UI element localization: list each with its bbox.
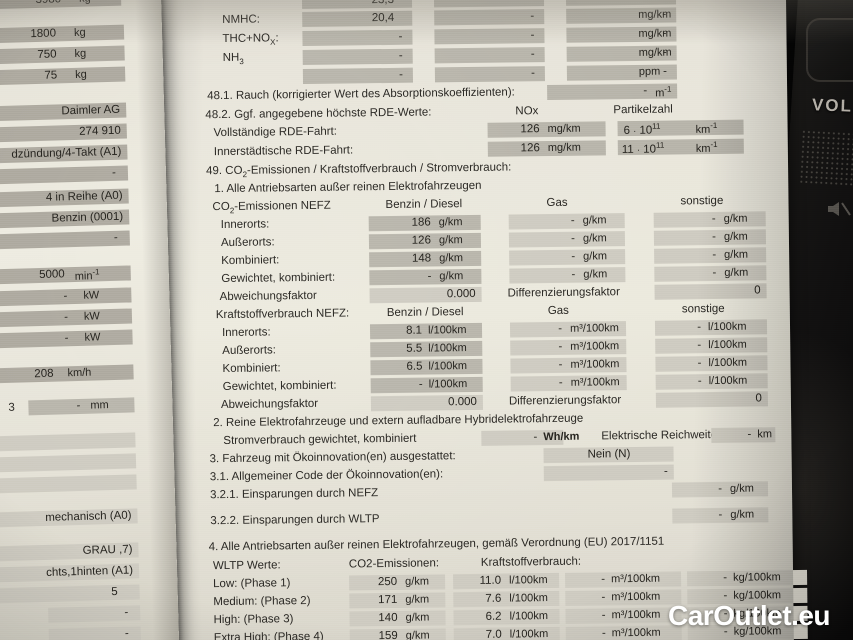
column-header-gas: Gas (547, 304, 569, 318)
row-label: Innerstädtische RDE-Fahrt: (213, 144, 354, 159)
section-48-2-label: 48.2. Ggf. angegebene höchste RDE-Werte: (205, 106, 432, 122)
nefz-verbrauch-row-label: Kraftstoffverbrauch NEFZ: (215, 307, 350, 322)
row-label: Gewichtet, kombiniert: (221, 271, 336, 286)
unit-label: m-1 (655, 84, 672, 100)
column-header-benzin-diesel: Benzin / Diesel (385, 198, 463, 212)
field-box (433, 0, 545, 8)
field-box (0, 432, 136, 452)
row-label: Vollständige RDE-Fahrt: (213, 125, 338, 140)
column-header-co2: CO2-Emissionen: (348, 557, 440, 571)
elektrische-reichweite-label: Elektrische Reichweite (601, 428, 718, 443)
column-header-sonstige: sonstige (680, 194, 724, 208)
particle-number-value: 11 · 1011 (621, 140, 665, 156)
section-49-sub322-label: 3.2.2. Einsparungen durch WLTP (210, 513, 380, 528)
column-header-sonstige: sonstige (681, 302, 725, 316)
field-box (565, 0, 677, 6)
wltp-row-label: WLTP Werte: (212, 559, 281, 573)
section-49-sub321-label: 3.2.1. Einsparungen durch NEFZ (209, 487, 379, 502)
row-label: Außerorts: (222, 344, 277, 358)
row-label: THC+NOX: (222, 32, 279, 47)
section-49-sub4: 4. Alle Antriebsarten außer reinen Elekt… (208, 535, 665, 554)
unit-label: km-1 (695, 139, 718, 155)
coc-left-page-body: 3980 kg 1800 kg 750 kg 75 kg Daimler AG … (0, 0, 180, 640)
row-label: High: (Phase 3) (213, 613, 294, 627)
row-label: Innerorts: (220, 218, 270, 232)
particle-number-value: 6 · 1011 (623, 121, 661, 137)
row-label: Innerorts: (221, 326, 271, 340)
unit-label: km-1 (695, 120, 718, 136)
row-label: 3 (8, 401, 16, 414)
column-header-partikelzahl: Partikelzahl (613, 103, 673, 117)
differenzierungsfaktor-label: Differenzierungsfaktor (507, 286, 620, 300)
section-49-sub1: 1. Alle Antriebsarten außer reinen Elekt… (214, 179, 482, 196)
row-label: NMHC: (222, 13, 261, 27)
row-label: Low: (Phase 1) (213, 577, 291, 591)
abweichungsfaktor-label: Abweichungsfaktor (219, 289, 317, 304)
row-label: NH3 (222, 51, 244, 67)
row-label: Kombiniert: (221, 254, 280, 268)
coc-document-body: 23,3 km NMHC: 20,4 - - mg/km THC+NOX: - … (146, 0, 808, 640)
row-label: Kombiniert: (222, 362, 281, 376)
row-label: Extra High: (Phase 4) (213, 630, 324, 640)
stromverbrauch-label: Stromverbrauch gewichtet, kombiniert (223, 432, 417, 448)
section-49-sub3-label: 3. Fahrzeug mit Ökoinnovation(en) ausges… (209, 450, 456, 466)
differenzierungsfaktor-label: Differenzierungsfaktor (508, 394, 622, 408)
document-sheet-left: 3980 kg 1800 kg 750 kg 75 kg Daimler AG … (0, 0, 180, 640)
row-label: Gewichtet, kombiniert: (222, 379, 337, 394)
row-label: Medium: (Phase 2) (213, 594, 311, 609)
section-49-title: 49. CO2-Emissionen / Kraftstoffverbrauch… (206, 161, 512, 180)
field-box (0, 453, 137, 473)
field-box (0, 474, 137, 494)
section-49-sub2: 2. Reine Elektrofahrzeuge und extern auf… (213, 412, 584, 430)
section-48-1-label: 48.1. Rauch (korrigierter Wert des Absor… (207, 86, 515, 103)
speaker-grille (798, 129, 853, 191)
unit-label: min-1 (74, 267, 100, 283)
nefz-co2-row-label: CO2-Emissionen NEFZ (212, 199, 331, 216)
volume-label: VOL (811, 95, 853, 116)
speaker-mute-icon (826, 200, 852, 218)
document-sheet-main: 23,3 km NMHC: 20,4 - - mg/km THC+NOX: - … (145, 0, 808, 640)
column-header-kraftstoffverbrauch: Kraftstoffverbrauch: (480, 555, 582, 569)
section-49-sub31-label: 3.1. Allgemeiner Code der Ökoinnovation(… (209, 468, 444, 484)
watermark-caroutlet: CarOutlet.eu (668, 600, 831, 631)
column-header-benzin-diesel: Benzin / Diesel (386, 306, 464, 320)
row-label: Außerorts: (220, 236, 275, 250)
column-header-nox: NOx (515, 105, 539, 118)
radio-knob (806, 18, 853, 82)
column-header-gas: Gas (546, 196, 568, 210)
abweichungsfaktor-label: Abweichungsfaktor (220, 397, 319, 412)
